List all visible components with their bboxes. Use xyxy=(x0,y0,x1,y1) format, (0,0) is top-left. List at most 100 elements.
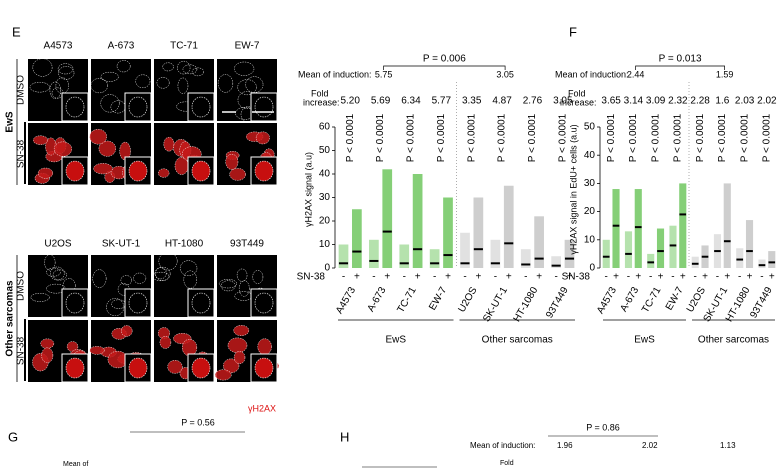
p-value: P < 0.0001 xyxy=(717,113,728,162)
legend-label: - xyxy=(554,272,557,283)
nucleus xyxy=(255,358,273,378)
nucleus xyxy=(159,336,171,349)
inset xyxy=(250,288,278,318)
x-tick-label: EW-7 xyxy=(427,285,449,312)
distribution xyxy=(382,169,393,268)
nucleus-outline xyxy=(92,269,107,288)
nucleus xyxy=(45,137,57,156)
distribution xyxy=(679,183,687,268)
nucleus xyxy=(158,327,170,339)
nucleus-outline xyxy=(120,275,132,286)
p-value: P < 0.0001 xyxy=(375,113,386,162)
distribution xyxy=(399,244,410,268)
nucleus-outline xyxy=(254,357,274,379)
legend-label: - xyxy=(605,272,608,283)
nucleus-outline xyxy=(234,61,255,76)
y-tick-label: 20 xyxy=(584,206,596,217)
nucleus-outline xyxy=(159,336,172,349)
distribution xyxy=(429,249,440,268)
nucleus-outline xyxy=(191,67,205,77)
nucleus-outline xyxy=(252,270,264,284)
nucleus-outline xyxy=(183,270,198,289)
y-tick-label: 0 xyxy=(324,263,330,274)
legend-label: + xyxy=(724,272,730,283)
nucleus-outline xyxy=(32,58,53,77)
legend-label: + xyxy=(747,272,753,283)
legend-label: - xyxy=(671,272,674,283)
distribution xyxy=(551,256,561,268)
x-tick-label: U2OS xyxy=(456,285,479,314)
nucleus-outline xyxy=(34,172,50,184)
panel-letter: H xyxy=(340,429,349,444)
nucleus-outline xyxy=(179,260,198,276)
mean-label: Mean of induction: xyxy=(555,69,629,79)
legend-label: - xyxy=(524,272,527,283)
nucleus-outline xyxy=(229,168,246,181)
nucleus xyxy=(192,358,210,378)
distribution xyxy=(412,174,423,268)
legend-label: + xyxy=(384,272,390,283)
fold-increase: 3.14 xyxy=(624,96,644,107)
nucleus-outline xyxy=(254,160,274,182)
nucleus-outline xyxy=(98,140,117,157)
nucleus-outline xyxy=(90,78,108,94)
mean-value: 1.13 xyxy=(720,441,736,450)
legend-label: - xyxy=(372,272,375,283)
fold-label: Fold xyxy=(500,460,514,467)
nucleus xyxy=(182,339,197,356)
column-title: A-673 xyxy=(108,41,135,52)
x-tick-label: A-673 xyxy=(366,285,389,314)
fold-increase: 6.34 xyxy=(401,96,421,107)
row-rule xyxy=(24,319,26,381)
nucleus xyxy=(89,129,107,145)
x-tick-label: EW-7 xyxy=(664,285,686,312)
p-value: P = 0.006 xyxy=(423,54,466,65)
nucleus-outline xyxy=(37,167,54,179)
p-value: P < 0.0001 xyxy=(406,113,417,162)
nucleus-outline xyxy=(128,357,148,379)
nucleus-outline xyxy=(191,96,211,118)
mean-value: 2.02 xyxy=(642,441,658,450)
nucleus xyxy=(38,168,53,179)
nucleus-outline xyxy=(163,136,175,152)
bracket xyxy=(383,65,506,70)
distribution xyxy=(369,239,379,268)
nucleus xyxy=(33,135,48,145)
nucleus xyxy=(129,161,147,181)
y-tick-label: 20 xyxy=(319,216,331,227)
distribution xyxy=(634,189,642,268)
mean-value: 3.05 xyxy=(496,69,514,79)
nucleus-outline xyxy=(177,77,189,94)
nucleus-outline xyxy=(29,82,50,93)
nucleus-outline xyxy=(245,76,264,93)
row-label: SN-38 xyxy=(16,139,27,168)
fold-increase: 5.20 xyxy=(340,96,360,107)
p-value: P = 0.013 xyxy=(659,54,702,65)
y-tick-label: 10 xyxy=(319,239,331,250)
nucleus xyxy=(54,141,72,157)
x-tick-label: SK-UT-1 xyxy=(481,285,510,324)
x-tick-label: A4573 xyxy=(334,285,358,316)
group-label: Other sarcomas xyxy=(698,335,769,346)
group-label: EwS xyxy=(5,111,16,132)
nucleus-outline xyxy=(182,64,198,75)
x-tick-label: 93T449 xyxy=(544,285,571,320)
distribution xyxy=(520,249,531,268)
nucleus xyxy=(98,140,116,157)
fold-increase: 1.6 xyxy=(715,96,729,107)
mean-label: Mean of xyxy=(63,461,88,468)
nucleus xyxy=(256,131,270,145)
nucleus-outline xyxy=(158,168,170,178)
x-tick-label: TC-71 xyxy=(640,285,664,315)
x-tick-label: U2OS xyxy=(685,285,708,314)
distribution xyxy=(647,253,655,268)
p-value: P < 0.0001 xyxy=(345,113,356,162)
legend-label: + xyxy=(658,272,664,283)
x-tick-label: TC-71 xyxy=(395,285,419,315)
fold-increase: 2.32 xyxy=(668,96,688,107)
nucleus xyxy=(41,347,53,363)
nucleus-outline xyxy=(41,347,54,364)
nucleus xyxy=(40,338,54,349)
x-tick-label: HT-1080 xyxy=(512,285,541,324)
